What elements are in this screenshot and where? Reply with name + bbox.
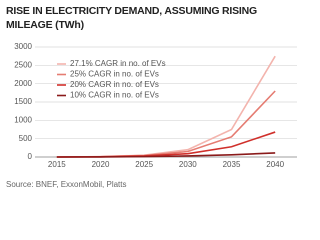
y-tick-label: 0 — [28, 152, 33, 161]
x-tick-label: 2040 — [266, 160, 284, 169]
series-line — [56, 152, 276, 158]
chart-title: RISE IN ELECTRICITY DEMAND, ASSUMING RIS… — [6, 5, 258, 31]
source-note: Source: BNEF, ExxonMobil, Platts — [6, 180, 127, 189]
y-tick-label: 2000 — [14, 79, 32, 88]
x-tick-label: 2035 — [223, 160, 241, 169]
x-tick-label: 2030 — [179, 160, 197, 169]
chart-container: Source: BNEF, ExxonMobil, Platts 0 500 100… — [6, 5, 297, 190]
chart: Source: BNEF, ExxonMobil, Platts 0 500 100… — [6, 42, 297, 189]
y-tick-label: 1500 — [14, 97, 32, 106]
y-tick-label: 1000 — [14, 115, 32, 124]
legend-label: 27.1% CAGR in no. of EVs — [70, 59, 166, 68]
y-tick-label: 3000 — [14, 42, 32, 51]
y-tick-label: 2500 — [14, 60, 32, 69]
y-tick-label: 500 — [19, 134, 33, 143]
legend-label: 25% CAGR in no. of EVs — [70, 70, 159, 79]
legend-label: 20% CAGR in no. of EVs — [70, 80, 159, 89]
x-tick-label: 2015 — [48, 160, 66, 169]
x-tick-label: 2025 — [135, 160, 153, 169]
legend-label: 10% CAGR in no. of EVs — [70, 91, 159, 100]
x-tick-label: 2020 — [92, 160, 110, 169]
series-line — [56, 90, 276, 158]
